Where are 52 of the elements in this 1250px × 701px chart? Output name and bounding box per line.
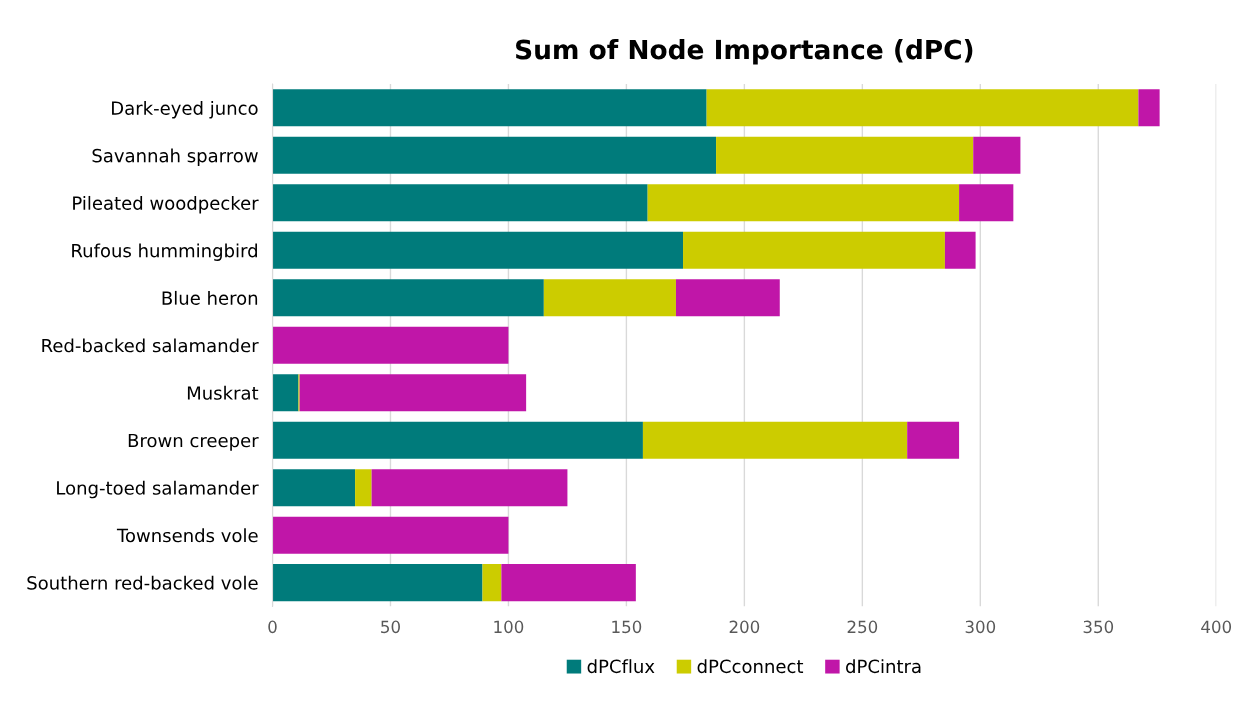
x-tick-label: 100 — [494, 620, 524, 634]
x-tick-label: 400 — [1201, 620, 1232, 634]
bar — [272, 564, 483, 602]
bar — [647, 184, 960, 222]
bar — [272, 469, 356, 507]
x-tick-label: 150 — [612, 620, 642, 634]
y-tick-label: Pileated woodpecker — [73, 195, 259, 214]
bar — [299, 374, 527, 412]
y-tick-label: Rufous hummingbird — [72, 243, 257, 261]
y-tick-label: Red-backed salamander — [42, 338, 259, 353]
bar — [706, 89, 1139, 127]
y-tick-label: Savannah sparrow — [92, 148, 258, 166]
x-tick-label: 300 — [965, 620, 996, 634]
legend-label: dPCconnect — [697, 659, 804, 674]
y-tick-label: Blue heron — [162, 290, 258, 305]
bar — [272, 184, 648, 222]
bar — [1138, 89, 1160, 127]
bar — [675, 279, 780, 317]
bar — [683, 231, 945, 269]
bar — [272, 516, 509, 554]
bar — [482, 564, 502, 602]
legend-label: dPCintra — [846, 659, 921, 674]
x-tick-label: 50 — [381, 620, 400, 634]
y-tick-label: Long-toed salamander — [57, 480, 259, 499]
chart-title: Sum of Node Importance (dPC) — [516, 39, 973, 65]
y-tick-label: Dark-eyed junco — [112, 101, 258, 119]
bar — [355, 469, 372, 507]
y-tick-label: Muskrat — [187, 385, 259, 400]
bar — [272, 421, 643, 459]
bar — [642, 421, 908, 459]
y-tick-label: Southern red-backed vole — [27, 575, 258, 590]
bar — [272, 326, 509, 364]
x-tick-label: 350 — [1083, 620, 1114, 634]
bar — [272, 89, 707, 127]
bar — [907, 421, 960, 459]
bar — [716, 136, 974, 174]
bar — [543, 279, 676, 317]
x-tick-label: 250 — [847, 620, 878, 634]
bar — [959, 184, 1014, 222]
bar — [371, 469, 568, 507]
bar — [944, 231, 976, 269]
bar — [272, 136, 717, 174]
legend-label: dPCflux — [587, 659, 655, 674]
bar — [272, 279, 544, 317]
x-tick-label: 0 — [268, 620, 277, 634]
bar — [272, 374, 299, 412]
bar — [272, 231, 684, 269]
x-tick-label: 200 — [729, 620, 760, 634]
y-tick-label: Townsends vole — [116, 528, 258, 543]
bar — [501, 564, 636, 602]
y-tick-label: Brown creeper — [128, 433, 259, 451]
bar — [973, 136, 1021, 174]
